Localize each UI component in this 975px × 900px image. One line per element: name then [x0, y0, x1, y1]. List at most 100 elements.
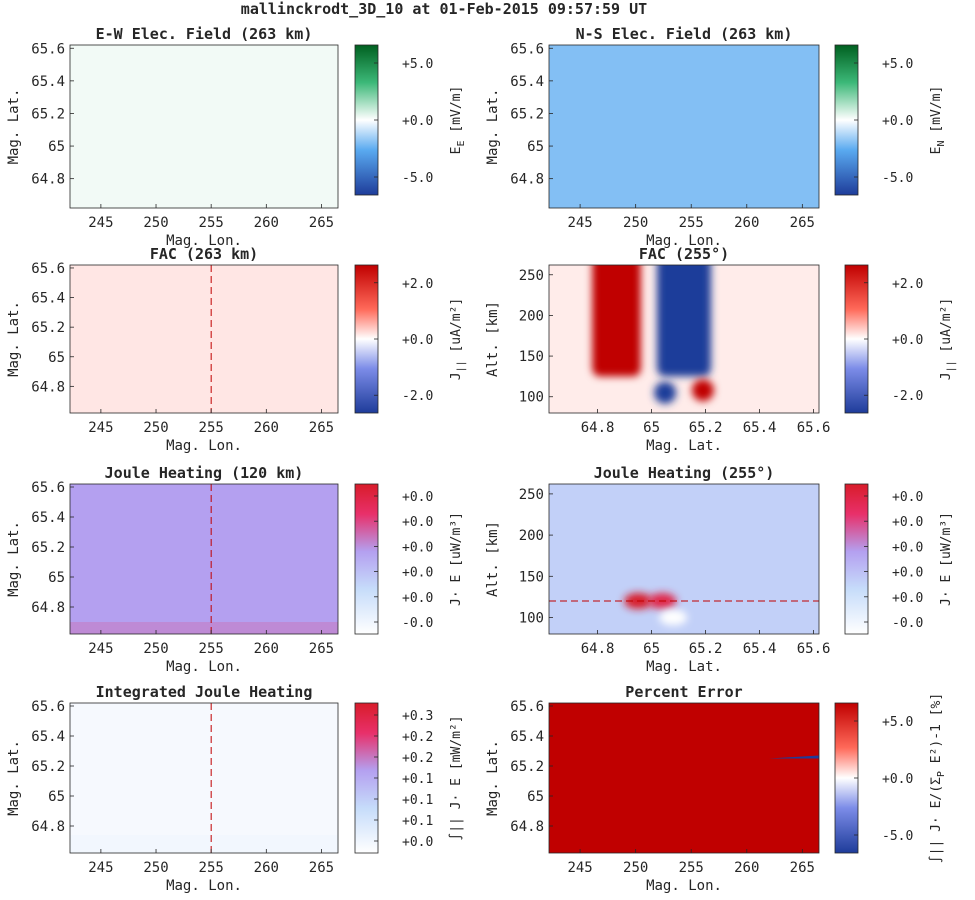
- y-tick-label: 65: [527, 789, 544, 805]
- x-tick-label: 255: [679, 860, 704, 876]
- y-axis-label: Mag. Lat.: [6, 740, 22, 816]
- x-tick-label: 65.4: [743, 641, 777, 657]
- colorbar-tick-label: -2.0: [402, 389, 433, 404]
- heatmap-bands: [70, 703, 338, 853]
- x-tick-label: 250: [143, 860, 168, 876]
- colorbar-tick-label: +0.0: [402, 114, 433, 129]
- y-tick-label: 250: [519, 487, 544, 503]
- colorbar-tick-label: +0.1: [402, 793, 433, 808]
- x-tick-label: 255: [199, 215, 224, 231]
- y-axis-label: Mag. Lat.: [485, 740, 501, 816]
- x-tick-label: 255: [199, 420, 224, 436]
- x-tick-label: 265: [309, 420, 334, 436]
- colorbar: [844, 483, 869, 635]
- y-tick-label: 65.4: [510, 74, 544, 90]
- heatmap-field: [549, 265, 819, 413]
- colorbar-tick-label: +5.0: [882, 57, 913, 72]
- y-tick-label: 64.8: [31, 379, 65, 395]
- current-column: [592, 265, 641, 377]
- x-tick-label: 65: [643, 420, 660, 436]
- y-axis-label: Mag. Lat.: [6, 89, 22, 165]
- x-axis-label: Mag. Lon.: [646, 878, 722, 894]
- colorbar-tick-label: +0.0: [402, 515, 433, 530]
- colorbar-tick-label: +0.0: [892, 490, 923, 505]
- heatmap-field: [70, 484, 338, 634]
- y-axis-label: Mag. Lat.: [485, 89, 501, 165]
- x-tick-label: 255: [199, 860, 224, 876]
- panel-4: FAC (255°) 64.8 65 65.2 65.4 65.6 100 150 200 250…: [485, 245, 957, 454]
- colorbar-tick-label: -5.0: [882, 829, 913, 844]
- colorbar-tick-label: -0.0: [402, 616, 433, 631]
- y-tick-label: 150: [519, 349, 544, 365]
- heatmap-field: [549, 484, 819, 634]
- x-axis-label: Mag. Lon.: [646, 233, 722, 249]
- heatmap-field: [549, 703, 819, 853]
- colorbar-tick-label: +0.1: [402, 814, 433, 829]
- y-tick-label: 64.8: [510, 172, 544, 188]
- x-tick-label: 245: [88, 420, 113, 436]
- x-tick-label: 250: [143, 420, 168, 436]
- y-tick-label: 64.8: [31, 172, 65, 188]
- heatmap-bands: [70, 265, 338, 413]
- y-tick-label: 65.6: [510, 699, 544, 715]
- y-axis-label: Mag. Lat.: [6, 301, 22, 377]
- colorbar-tick-label: +0.0: [402, 835, 433, 850]
- panel-8: Percent Error 245 250 255 260 265 64.8 65 65.2 65…: [485, 683, 947, 894]
- colorbar-label: J· E [uW/m³]: [449, 512, 464, 606]
- panel-5: Joule Heating (120 km) 245 250 255 260 265 64.…: [6, 464, 464, 675]
- colorbar-tick-label: +0.0: [892, 515, 923, 530]
- x-tick-label: 245: [88, 860, 113, 876]
- x-tick-label: 255: [199, 641, 224, 657]
- band-edge: [769, 755, 819, 759]
- x-tick-label: 250: [623, 215, 648, 231]
- y-tick-label: 65.6: [31, 699, 65, 715]
- colorbar-label: ∫|| J· E/(ΣP E²)-1 [%]: [928, 693, 947, 863]
- panel-title: FAC (263 km): [150, 245, 258, 263]
- colorbar: [354, 483, 379, 635]
- x-tick-label: 245: [88, 215, 113, 231]
- colorbar-label: EN [mV/m]: [929, 86, 947, 155]
- x-axis-label: Mag. Lat.: [646, 438, 722, 454]
- y-tick-label: 100: [519, 611, 544, 627]
- axes-box: [548, 264, 820, 414]
- x-tick-label: 260: [734, 215, 759, 231]
- panel-title: Joule Heating (255°): [594, 464, 775, 482]
- y-tick-label: 64.8: [510, 819, 544, 835]
- x-axis-label: Mag. Lon.: [166, 659, 242, 675]
- y-tick-label: 65: [48, 570, 65, 586]
- current-column: [657, 265, 711, 377]
- axes-box: [69, 44, 339, 209]
- colorbar-tick-label: +0.0: [402, 591, 433, 606]
- axes-box: [69, 264, 339, 414]
- y-tick-label: 250: [519, 268, 544, 284]
- colorbar-label: J|| [uA/m²]: [939, 298, 957, 381]
- colorbar-tick-label: +0.0: [882, 114, 913, 129]
- y-axis-label: Alt. [km]: [485, 301, 501, 377]
- blob-3: [659, 609, 688, 626]
- x-tick-label: 265: [790, 215, 815, 231]
- y-tick-label: 65: [48, 350, 65, 366]
- panel-7: Integrated Joule Heating 245 250 255 260 265 6…: [6, 683, 464, 894]
- colorbar-tick-label: -5.0: [882, 171, 913, 186]
- heatmap-bands: [549, 45, 819, 208]
- colorbar-tick-label: +0.0: [402, 490, 433, 505]
- y-tick-label: 200: [519, 528, 544, 544]
- y-tick-label: 65.6: [31, 480, 65, 496]
- axes-box: [548, 44, 820, 209]
- colorbar-tick-label: -5.0: [402, 171, 433, 186]
- colorbar-tick-label: +2.0: [402, 277, 433, 292]
- y-tick-label: 65.4: [31, 510, 65, 526]
- blob-3: [654, 381, 677, 404]
- y-tick-label: 65.6: [31, 261, 65, 277]
- colorbar-tick-label: -0.0: [892, 616, 923, 631]
- heatmap-field: [70, 703, 338, 853]
- x-tick-label: 245: [88, 641, 113, 657]
- colorbar-tick-label: +0.0: [892, 566, 923, 581]
- y-tick-label: 65.4: [510, 729, 544, 745]
- figure-title: mallinckrodt_3D_10 at 01-Feb-2015 09:57:…: [241, 0, 647, 18]
- colorbar-label: J|| [uA/m²]: [449, 298, 467, 381]
- colorbar-tick-label: +0.3: [402, 709, 433, 724]
- x-tick-label: 260: [254, 641, 279, 657]
- y-tick-label: 65.6: [510, 41, 544, 57]
